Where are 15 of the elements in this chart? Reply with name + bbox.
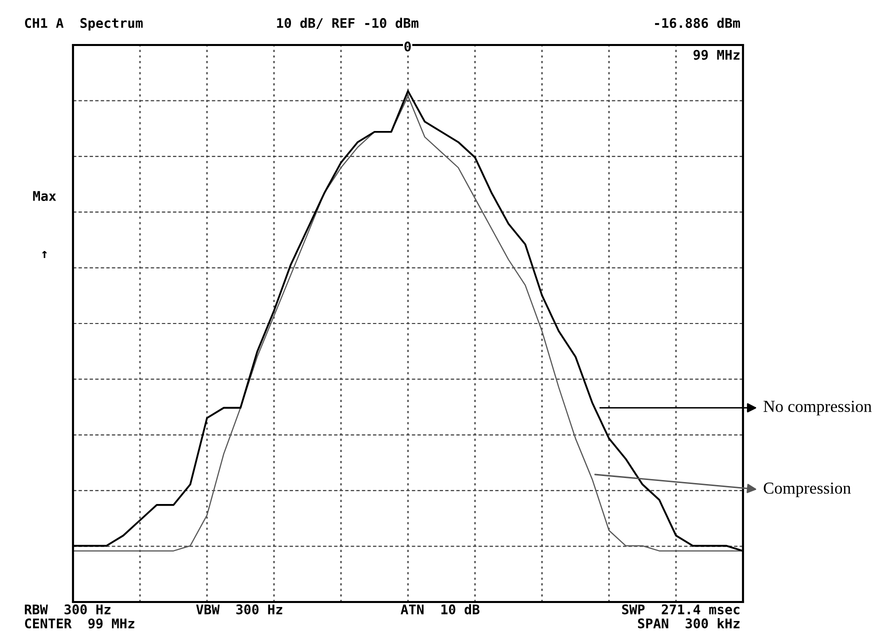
legend-label: Compression — [764, 482, 851, 498]
text: 10 dB/ REF -10 dBm — [277, 18, 418, 30]
text: VBW 300 Hz — [196, 604, 282, 614]
text: CH1 A Spectrum — [25, 18, 143, 31]
text: RBW 300 Hz — [24, 604, 110, 614]
text: SWP 271.4 msec — [622, 604, 740, 614]
text: 0 — [404, 42, 411, 52]
legend-label: No compression — [764, 400, 872, 416]
text: Max — [33, 191, 56, 201]
text: ATN 10 dB — [400, 604, 480, 614]
text: SPAN 300 kHz — [638, 618, 740, 628]
text: ↑ — [42, 250, 47, 258]
text: -16.886 dBm — [655, 18, 740, 28]
text: 99 MHz — [694, 50, 740, 60]
text: CENTER 99 MHz — [25, 618, 134, 628]
